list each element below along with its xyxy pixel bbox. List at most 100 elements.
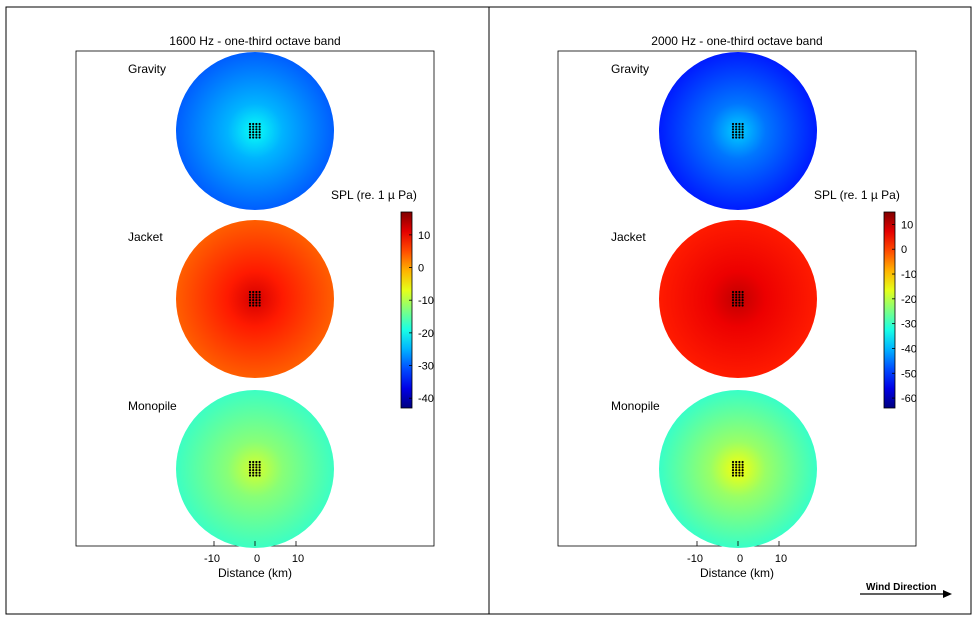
turbine-dot	[248, 293, 252, 296]
turbine-dot	[255, 304, 258, 307]
turbine-dot	[731, 301, 735, 304]
turbine-dot	[738, 469, 741, 472]
turbine-dot	[735, 122, 738, 126]
turbine-dot	[258, 122, 261, 126]
left-panel-label-monopile: Monopile	[128, 399, 177, 413]
turbine-dot	[735, 304, 738, 307]
turbine-dot	[258, 463, 261, 466]
turbine-dot	[258, 469, 261, 472]
turbine-dot	[741, 128, 744, 131]
left-x-tick-label: -10	[204, 553, 220, 565]
turbine-dot	[255, 125, 258, 128]
turbine-dot	[258, 466, 261, 469]
turbine-dot	[738, 474, 741, 477]
turbine-dot	[731, 460, 735, 464]
left-discs	[176, 52, 334, 548]
turbine-dot	[255, 460, 258, 464]
turbine-dot	[252, 299, 255, 302]
turbine-dot	[731, 131, 735, 134]
turbine-dot	[248, 304, 252, 307]
turbine-dot	[252, 131, 255, 134]
turbine-dot	[741, 304, 744, 307]
right-panel-label-gravity: Gravity	[611, 62, 649, 76]
turbine-dot	[258, 125, 261, 128]
turbine-dot	[738, 122, 741, 126]
turbine-dot	[741, 460, 744, 464]
turbine-dot	[731, 128, 735, 131]
right-colorbar: 10 0 -10 -20 -30 -40 -50 -60	[883, 211, 917, 409]
turbine-dot	[741, 290, 744, 294]
turbine-dot	[255, 290, 258, 294]
turbine-dot	[735, 474, 738, 477]
turbine-dot	[738, 304, 741, 307]
turbine-dot	[731, 290, 735, 294]
turbine-dot	[741, 301, 744, 304]
turbine-dot	[258, 293, 261, 296]
turbine-dot	[252, 125, 255, 128]
right-x-axis-label: Distance (km)	[700, 566, 774, 580]
turbine-dot	[735, 469, 738, 472]
turbine-dot	[255, 296, 258, 299]
left-x-tick-label: 10	[292, 553, 304, 565]
turbine-dot	[252, 290, 255, 294]
left-colorbar-label: SPL (re. 1 µ Pa)	[331, 188, 417, 202]
right-colorbar-tick-label: -50	[901, 368, 917, 380]
right-disc-monopile	[659, 390, 817, 548]
right-discs	[659, 52, 817, 548]
turbine-dot	[255, 466, 258, 469]
left-colorbar-tick-label: -20	[418, 328, 434, 340]
turbine-dot	[741, 133, 744, 136]
turbine-dot	[735, 463, 738, 466]
turbine-dot	[252, 122, 255, 126]
turbine-dot	[731, 469, 735, 472]
turbine-dot	[741, 299, 744, 302]
left-colorbar-tick-label: -30	[418, 361, 434, 373]
turbine-dot	[258, 299, 261, 302]
turbine-dot	[731, 304, 735, 307]
right-colorbar-tick-label: -60	[901, 393, 917, 405]
turbine-dot	[731, 293, 735, 296]
turbine-dot	[735, 296, 738, 299]
right-panel-label-monopile: Monopile	[611, 399, 660, 413]
right-x-axis: -10 0 10 Distance (km)	[687, 541, 787, 580]
turbine-dot	[258, 474, 261, 477]
left-colorbar-tick-label: -10	[418, 295, 434, 307]
turbine-dot	[255, 299, 258, 302]
turbine-dot	[735, 128, 738, 131]
turbine-dot	[741, 463, 744, 466]
turbine-dot	[738, 299, 741, 302]
turbine-dot	[248, 299, 252, 302]
wind-direction-arrowhead	[943, 590, 952, 598]
turbine-array-marker	[248, 122, 261, 139]
turbine-dot	[731, 463, 735, 466]
turbine-dot	[258, 304, 261, 307]
turbine-dot	[731, 136, 735, 139]
turbine-dot	[735, 133, 738, 136]
left-colorbar-tick-label: -40	[418, 393, 434, 405]
right-x-tick-label: 0	[737, 553, 743, 565]
turbine-dot	[741, 474, 744, 477]
turbine-dot	[258, 128, 261, 131]
turbine-dot	[252, 466, 255, 469]
right-panel-label-jacket: Jacket	[611, 230, 646, 244]
wind-direction-label: Wind Direction	[866, 582, 936, 593]
right-x-tick-label: -10	[687, 553, 703, 565]
left-x-axis: -10 0 10 Distance (km)	[204, 541, 304, 580]
turbine-dot	[255, 469, 258, 472]
turbine-dot	[248, 296, 252, 299]
turbine-dot	[255, 471, 258, 474]
turbine-dot	[252, 293, 255, 296]
turbine-dot	[741, 296, 744, 299]
turbine-dot	[738, 471, 741, 474]
turbine-dot	[741, 293, 744, 296]
turbine-dot	[731, 296, 735, 299]
right-chart-title: 2000 Hz - one-third octave band	[651, 34, 822, 48]
turbine-dot	[741, 136, 744, 139]
turbine-dot	[248, 469, 252, 472]
turbine-dot	[252, 304, 255, 307]
turbine-dot	[248, 474, 252, 477]
left-chart: 1600 Hz - one-third octave band Gravity …	[75, 34, 435, 580]
turbine-dot	[248, 136, 252, 139]
right-disc-jacket	[659, 220, 817, 378]
left-disc-gravity	[176, 52, 334, 210]
